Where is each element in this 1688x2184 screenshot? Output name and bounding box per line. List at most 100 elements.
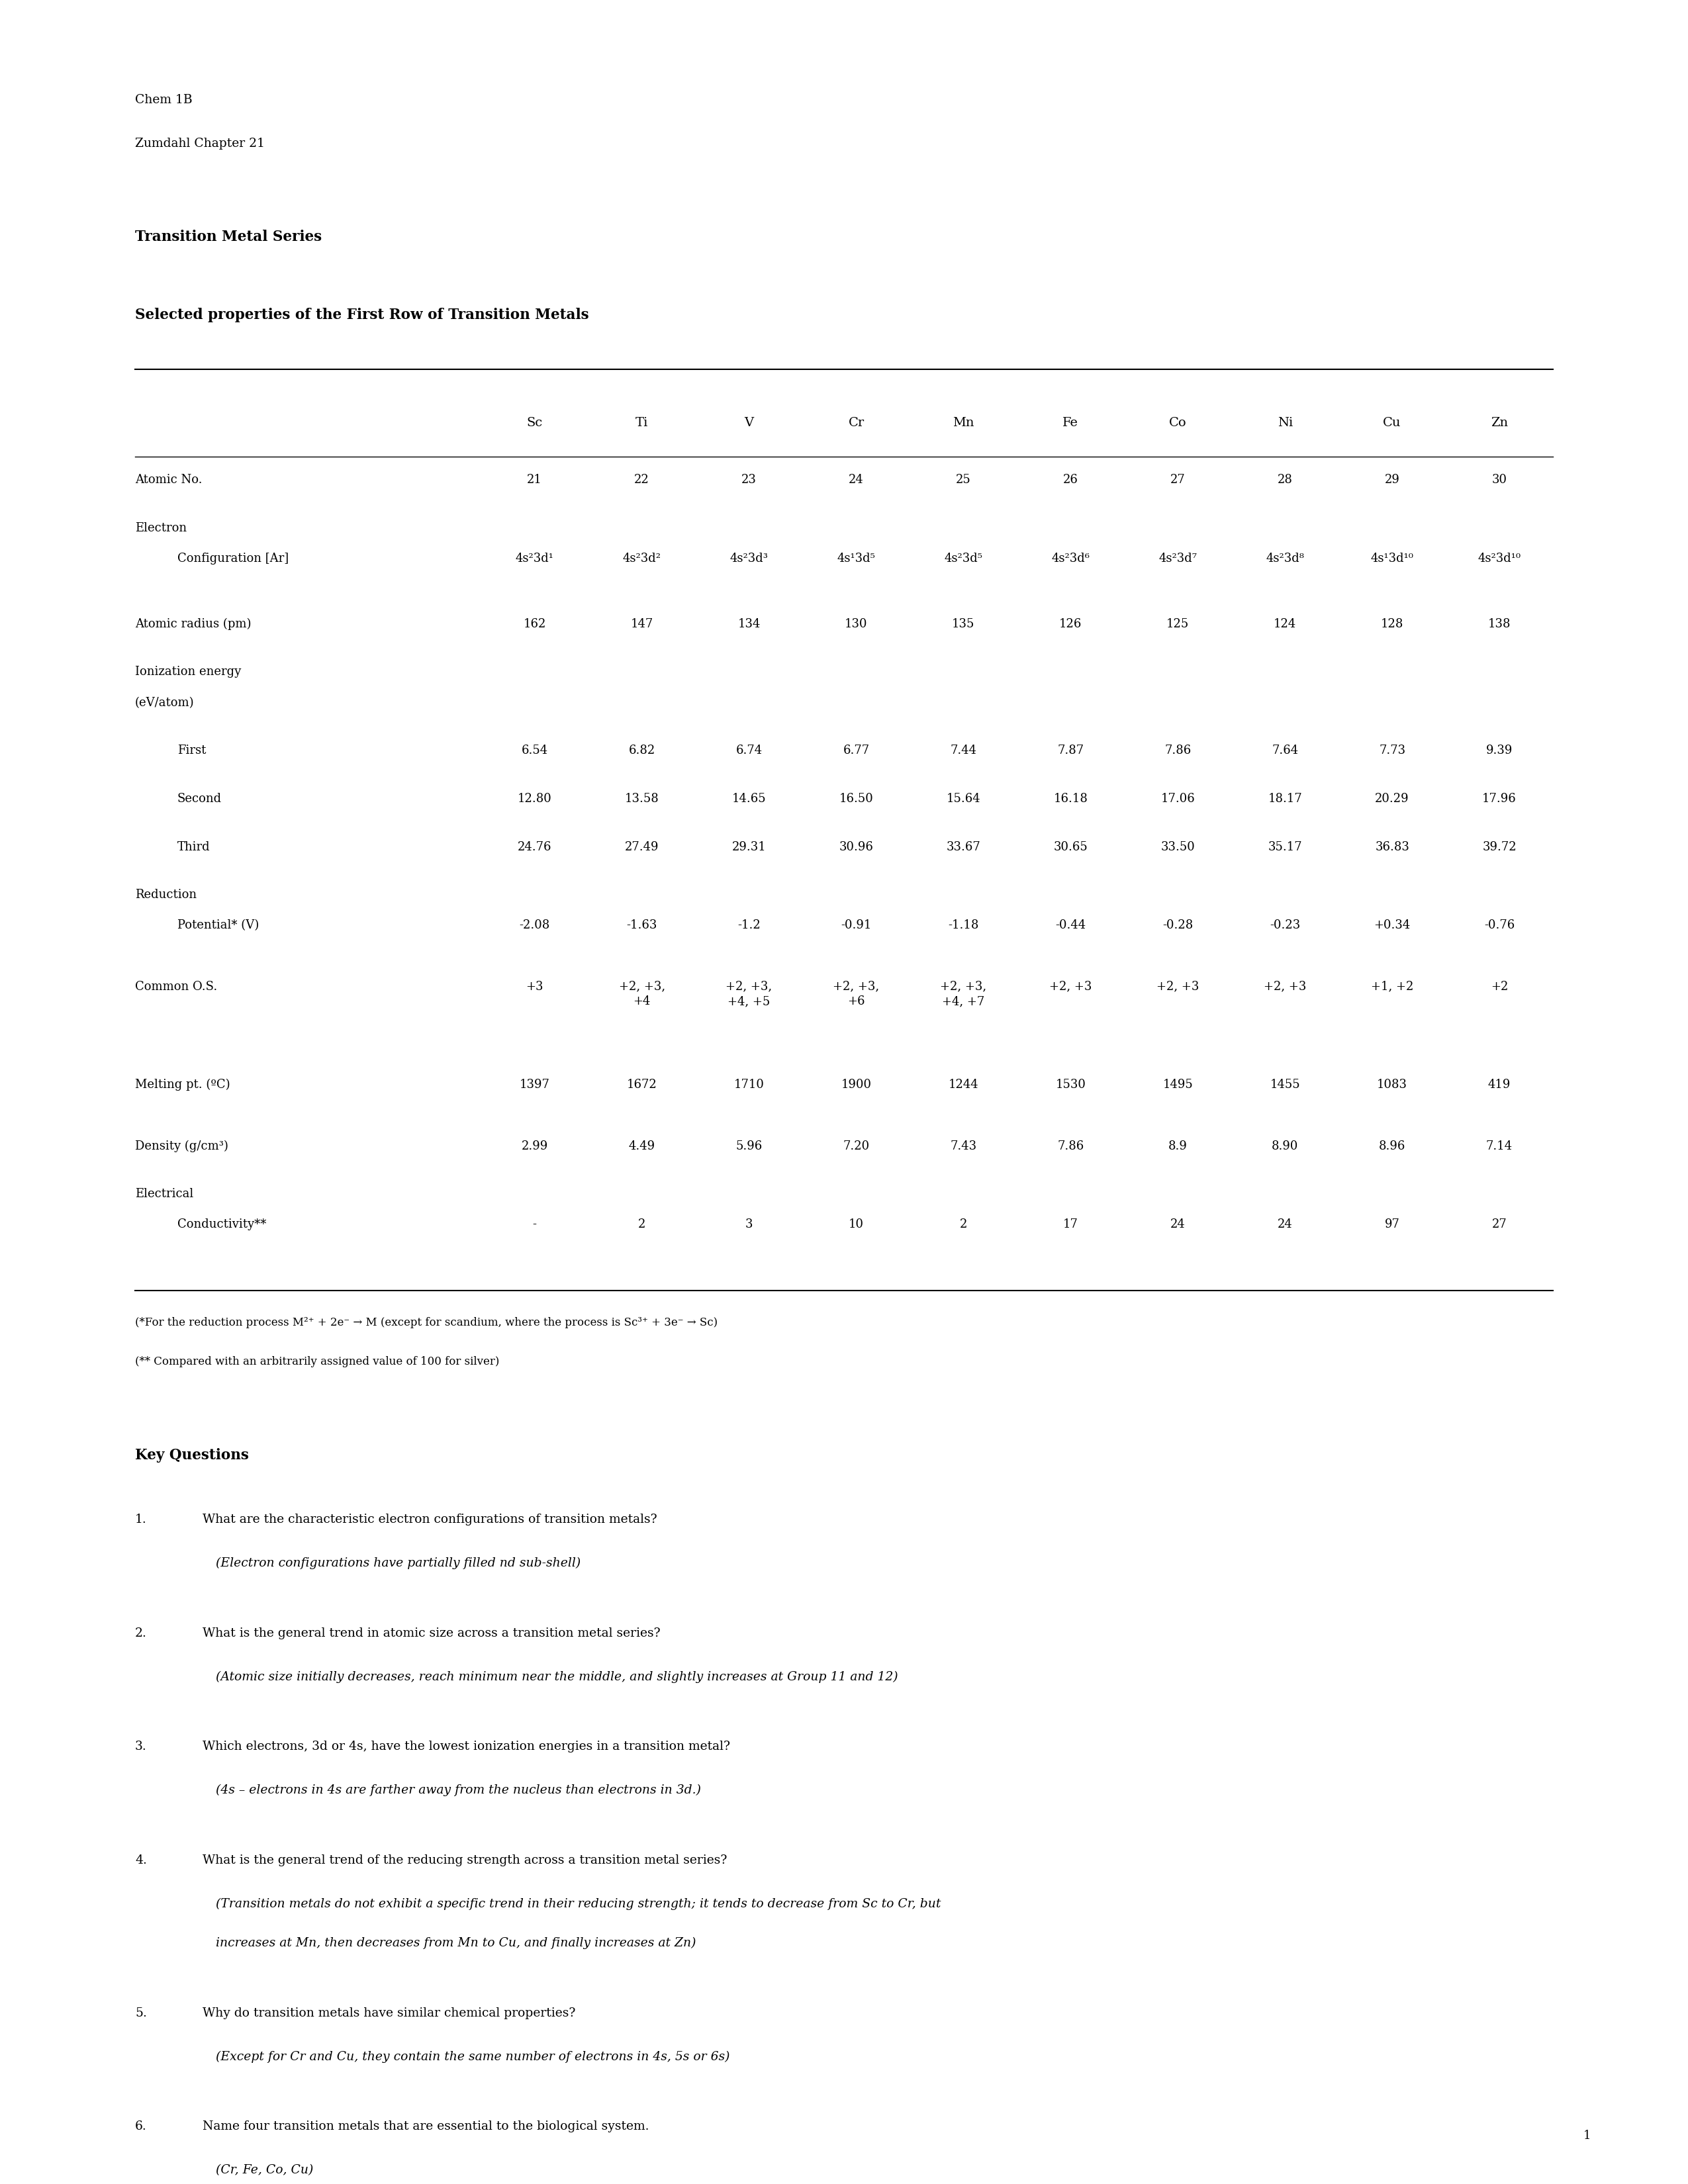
Text: Selected properties of the First Row of Transition Metals: Selected properties of the First Row of … bbox=[135, 308, 589, 323]
Text: Mn: Mn bbox=[952, 417, 974, 428]
Text: -0.28: -0.28 bbox=[1163, 919, 1193, 930]
Text: -0.91: -0.91 bbox=[841, 919, 871, 930]
Text: 1.: 1. bbox=[135, 1514, 147, 1524]
Text: +2, +3,
+4: +2, +3, +4 bbox=[618, 981, 665, 1007]
Text: Sc: Sc bbox=[527, 417, 544, 428]
Text: 17.96: 17.96 bbox=[1482, 793, 1516, 804]
Text: 9.39: 9.39 bbox=[1485, 745, 1512, 756]
Text: 30.65: 30.65 bbox=[1053, 841, 1087, 852]
Text: 134: 134 bbox=[738, 618, 760, 629]
Text: 23: 23 bbox=[741, 474, 756, 485]
Text: 27: 27 bbox=[1492, 1219, 1507, 1230]
Text: Cr: Cr bbox=[849, 417, 864, 428]
Text: First: First bbox=[177, 745, 206, 756]
Text: (eV/atom): (eV/atom) bbox=[135, 697, 194, 708]
Text: 39.72: 39.72 bbox=[1482, 841, 1516, 852]
Text: +2, +3,
+4, +5: +2, +3, +4, +5 bbox=[726, 981, 771, 1007]
Text: 4s²3d⁸: 4s²3d⁸ bbox=[1266, 553, 1305, 563]
Text: -1.2: -1.2 bbox=[738, 919, 761, 930]
Text: What is the general trend in atomic size across a transition metal series?: What is the general trend in atomic size… bbox=[203, 1627, 660, 1638]
Text: 97: 97 bbox=[1384, 1219, 1399, 1230]
Text: 6.54: 6.54 bbox=[522, 745, 549, 756]
Text: Name four transition metals that are essential to the biological system.: Name four transition metals that are ess… bbox=[203, 2121, 650, 2132]
Text: -: - bbox=[533, 1219, 537, 1230]
Text: 1672: 1672 bbox=[626, 1079, 657, 1090]
Text: 1495: 1495 bbox=[1163, 1079, 1193, 1090]
Text: 130: 130 bbox=[844, 618, 868, 629]
Text: Zumdahl Chapter 21: Zumdahl Chapter 21 bbox=[135, 138, 265, 149]
Text: 13.58: 13.58 bbox=[625, 793, 658, 804]
Text: 21: 21 bbox=[527, 474, 542, 485]
Text: 4s²3d⁷: 4s²3d⁷ bbox=[1158, 553, 1197, 563]
Text: -1.18: -1.18 bbox=[949, 919, 979, 930]
Text: 4s¹3d⁵: 4s¹3d⁵ bbox=[837, 553, 876, 563]
Text: 1900: 1900 bbox=[841, 1079, 871, 1090]
Text: 1244: 1244 bbox=[949, 1079, 979, 1090]
Text: 162: 162 bbox=[523, 618, 545, 629]
Text: 2: 2 bbox=[638, 1219, 645, 1230]
Text: What is the general trend of the reducing strength across a transition metal ser: What is the general trend of the reducin… bbox=[203, 1854, 728, 1865]
Text: 8.9: 8.9 bbox=[1168, 1140, 1187, 1151]
Text: 10: 10 bbox=[849, 1219, 864, 1230]
Text: increases at Mn, then decreases from Mn to Cu, and finally increases at Zn): increases at Mn, then decreases from Mn … bbox=[216, 1937, 697, 1950]
Text: +0.34: +0.34 bbox=[1374, 919, 1411, 930]
Text: 4s²3d⁶: 4s²3d⁶ bbox=[1052, 553, 1090, 563]
Text: 28: 28 bbox=[1278, 474, 1293, 485]
Text: 1: 1 bbox=[1583, 2129, 1590, 2140]
Text: 20.29: 20.29 bbox=[1376, 793, 1409, 804]
Text: +3: +3 bbox=[527, 981, 544, 992]
Text: +2, +3,
+4, +7: +2, +3, +4, +7 bbox=[940, 981, 986, 1007]
Text: Atomic radius (pm): Atomic radius (pm) bbox=[135, 618, 252, 631]
Text: 3: 3 bbox=[744, 1219, 753, 1230]
Text: Chem 1B: Chem 1B bbox=[135, 94, 192, 105]
Text: (Transition metals do not exhibit a specific trend in their reducing strength; i: (Transition metals do not exhibit a spec… bbox=[216, 1898, 942, 1911]
Text: Co: Co bbox=[1170, 417, 1187, 428]
Text: 7.73: 7.73 bbox=[1379, 745, 1406, 756]
Text: 6.74: 6.74 bbox=[736, 745, 763, 756]
Text: 1710: 1710 bbox=[734, 1079, 765, 1090]
Text: +2, +3: +2, +3 bbox=[1264, 981, 1307, 992]
Text: 30: 30 bbox=[1492, 474, 1507, 485]
Text: Cu: Cu bbox=[1382, 417, 1401, 428]
Text: 4.49: 4.49 bbox=[628, 1140, 655, 1151]
Text: Potential* (V): Potential* (V) bbox=[177, 919, 258, 930]
Text: Ni: Ni bbox=[1278, 417, 1293, 428]
Text: Atomic No.: Atomic No. bbox=[135, 474, 203, 485]
Text: 16.50: 16.50 bbox=[839, 793, 873, 804]
Text: -0.23: -0.23 bbox=[1269, 919, 1300, 930]
Text: 29.31: 29.31 bbox=[733, 841, 766, 852]
Text: Ionization energy: Ionization energy bbox=[135, 666, 241, 677]
Text: 29: 29 bbox=[1384, 474, 1399, 485]
Text: 17.06: 17.06 bbox=[1161, 793, 1195, 804]
Text: 6.: 6. bbox=[135, 2121, 147, 2132]
Text: 33.67: 33.67 bbox=[947, 841, 981, 852]
Text: 1397: 1397 bbox=[520, 1079, 550, 1090]
Text: 7.87: 7.87 bbox=[1057, 745, 1084, 756]
Text: 7.86: 7.86 bbox=[1057, 1140, 1084, 1151]
Text: 24.76: 24.76 bbox=[518, 841, 552, 852]
Text: Zn: Zn bbox=[1491, 417, 1507, 428]
Text: 6.82: 6.82 bbox=[628, 745, 655, 756]
Text: 27: 27 bbox=[1170, 474, 1185, 485]
Text: 3.: 3. bbox=[135, 1741, 147, 1752]
Text: +2: +2 bbox=[1491, 981, 1507, 992]
Text: 1083: 1083 bbox=[1377, 1079, 1408, 1090]
Text: Density (g/cm³): Density (g/cm³) bbox=[135, 1140, 228, 1153]
Text: Melting pt. (ºC): Melting pt. (ºC) bbox=[135, 1079, 230, 1092]
Text: Electrical: Electrical bbox=[135, 1188, 194, 1199]
Text: (Except for Cr and Cu, they contain the same number of electrons in 4s, 5s or 6s: (Except for Cr and Cu, they contain the … bbox=[216, 2051, 731, 2064]
Text: 138: 138 bbox=[1487, 618, 1511, 629]
Text: V: V bbox=[744, 417, 755, 428]
Text: 124: 124 bbox=[1274, 618, 1296, 629]
Text: 2: 2 bbox=[960, 1219, 967, 1230]
Text: What are the characteristic electron configurations of transition metals?: What are the characteristic electron con… bbox=[203, 1514, 657, 1524]
Text: 8.90: 8.90 bbox=[1271, 1140, 1298, 1151]
Text: 18.17: 18.17 bbox=[1268, 793, 1301, 804]
Text: 4s²3d¹⁰: 4s²3d¹⁰ bbox=[1477, 553, 1521, 563]
Text: -0.76: -0.76 bbox=[1484, 919, 1514, 930]
Text: 1530: 1530 bbox=[1055, 1079, 1085, 1090]
Text: Electron: Electron bbox=[135, 522, 187, 533]
Text: 22: 22 bbox=[635, 474, 650, 485]
Text: (Electron configurations have partially filled nd sub-shell): (Electron configurations have partially … bbox=[216, 1557, 581, 1570]
Text: 16.18: 16.18 bbox=[1053, 793, 1087, 804]
